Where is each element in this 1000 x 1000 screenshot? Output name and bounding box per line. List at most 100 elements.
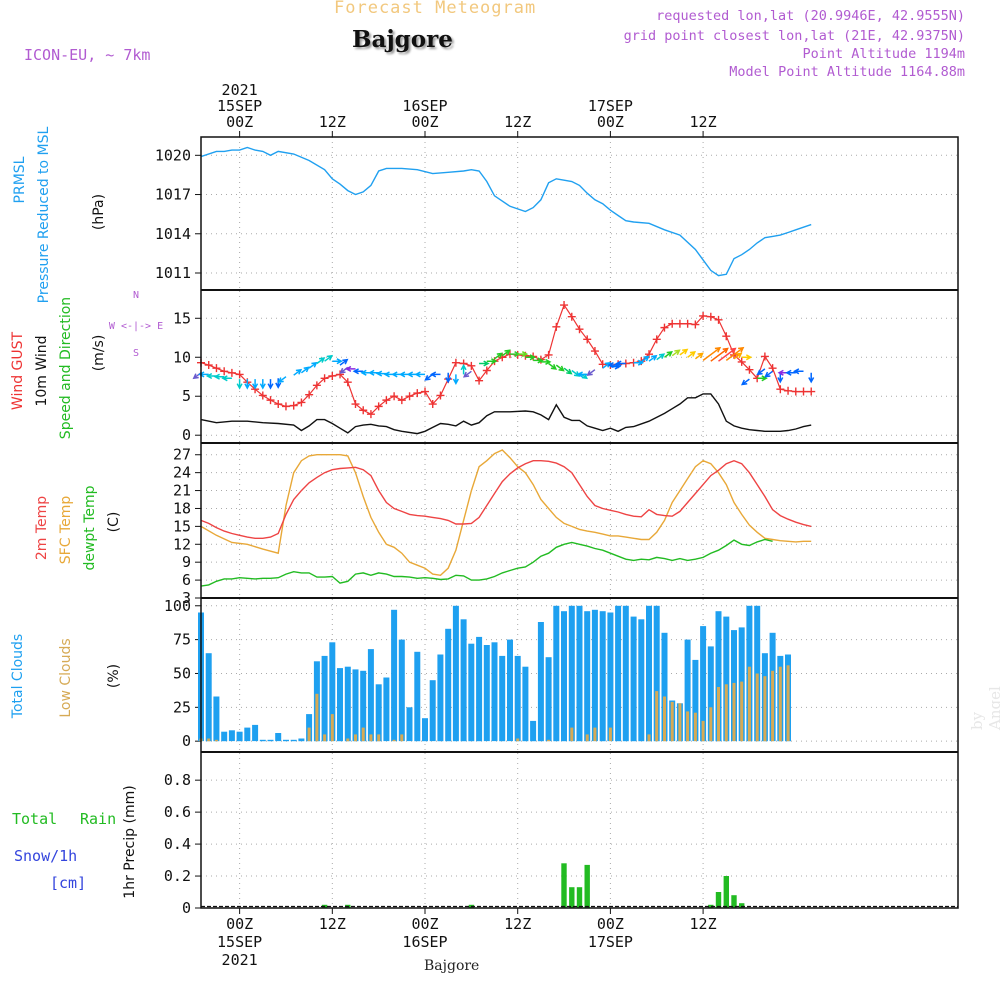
wind-direction-arrow [244, 379, 251, 390]
total-cloud-bar [360, 670, 367, 742]
wind-gust-marker [405, 392, 414, 401]
chart-title: Forecast Meteogram [334, 0, 537, 18]
low-cloud-bar [732, 682, 736, 742]
wind-direction-arrow [757, 375, 768, 382]
wind-direction-arrow [548, 362, 558, 370]
wind-direction-arrow [339, 358, 349, 366]
temp-unit: (C) [106, 512, 122, 533]
point-altitude: Point Altitude 1194m [802, 46, 965, 62]
wind-gust-marker [212, 364, 221, 373]
precip-ytick-label: 0.8 [164, 771, 191, 789]
rain-label-2: Rain [80, 810, 116, 828]
top-time-label: 00Z [226, 113, 253, 131]
wind-gust-marker [343, 378, 352, 387]
wind-direction-arrow [702, 346, 722, 361]
wind-direction-arrow [725, 346, 745, 361]
wind-direction-arrow [671, 349, 681, 357]
low-cloud-bar [686, 711, 690, 742]
wind-gust-marker [567, 312, 576, 321]
total-cloud-bar [445, 628, 452, 742]
dewpt-label: dewpt Temp [82, 485, 98, 570]
bottom-time-label: 16SEP [402, 933, 447, 951]
total-cloud-bar [337, 668, 343, 742]
pressure-label-1: PRMSL [12, 156, 28, 203]
total-cloud-bar [275, 733, 282, 742]
total-cloud-bar [414, 651, 421, 742]
low-cloud-bar [747, 666, 751, 742]
total-cloud-bar [422, 718, 428, 742]
total-cloud-bar [661, 632, 668, 742]
total-cloud-bar [367, 649, 374, 742]
total-cloud-bar [692, 659, 699, 742]
wind-direction-arrow [555, 364, 565, 372]
wind-gust-marker [552, 322, 561, 331]
dewpt-temp-line [200, 538, 773, 587]
wind-direction-arrow [293, 368, 303, 376]
gust-label: Wind GUST [10, 331, 26, 410]
low-cloud-bar [709, 707, 713, 742]
top-time-label: 12Z [319, 113, 346, 131]
wind-gust-marker [359, 406, 368, 415]
total-cloud-bar [576, 605, 583, 742]
clouds-ytick-label: 100 [164, 597, 191, 615]
total-cloud-bar [491, 642, 498, 742]
total-cloud-bar [723, 616, 730, 742]
total-cloud-bar [321, 655, 328, 742]
low-cloud-bar [655, 691, 659, 742]
wind-gust-marker [351, 400, 360, 409]
wind-direction-arrow [479, 360, 490, 367]
wind-direction-arrow [316, 357, 326, 365]
wind-gust-marker [258, 391, 267, 400]
total-cloud-bar [213, 696, 220, 742]
low-cloud-bar [392, 739, 396, 742]
temp-ytick-label: 18 [173, 499, 191, 517]
clouds-ytick-label: 50 [173, 664, 191, 682]
top-time-label: 17SEP [588, 97, 633, 115]
t2m-temp-line [200, 459, 812, 539]
total-cloud-bar [468, 643, 475, 742]
pressure-ytick-label: 1020 [155, 146, 191, 164]
total-cloud-bar [259, 739, 266, 742]
total-cloud-bar [383, 677, 390, 742]
clouds-unit: (%) [106, 664, 122, 688]
rain-bar [739, 903, 745, 908]
total-cloud-bar [630, 616, 637, 742]
total-cloud-bar [290, 739, 297, 742]
low-cloud-bar [724, 684, 728, 742]
wind-gust-marker [737, 357, 746, 366]
wind-gust-marker [745, 365, 754, 374]
wind-direction-arrow [221, 375, 232, 382]
wind-gust-marker [699, 311, 708, 320]
wind-direction-arrow [792, 368, 804, 375]
model-point-altitude: Model Point Altitude 1164.88m [729, 64, 965, 80]
precip-unit: 1hr Precip (mm) [122, 785, 138, 898]
wind-direction-arrow [414, 371, 425, 378]
footer-location: Bajgore [424, 958, 480, 974]
wind-gust-marker [467, 361, 476, 370]
wind-gust-marker [227, 368, 236, 377]
wind-direction-arrow [368, 369, 379, 376]
low-cloud-bar [377, 734, 381, 742]
temp-ytick-label: 9 [182, 553, 191, 571]
total-cloud-bar [391, 609, 398, 742]
total-cloud-bar [228, 730, 235, 742]
wind-direction-arrow [740, 378, 750, 386]
low-cloud-bar [361, 727, 365, 742]
rain-bar [708, 904, 714, 908]
top-time-label: 2021 [222, 81, 258, 99]
low-cloud-bar [678, 703, 682, 742]
low-cloud-bar [771, 670, 775, 742]
wind-label: 10m Wind [34, 335, 50, 406]
rain-bar [715, 892, 722, 908]
wind-direction-arrow [756, 368, 766, 376]
wind-gust-marker [413, 389, 422, 398]
top-time-label: 12Z [690, 113, 717, 131]
wind-direction-arrow [687, 350, 697, 358]
plot-frame [200, 136, 959, 909]
pressure-ytick-label: 1017 [155, 186, 191, 204]
wind-gust-marker [706, 312, 715, 321]
compass-west-east: W <-|-> E [109, 321, 163, 332]
wind-gust-marker [328, 371, 337, 380]
low-cloud-bar [647, 734, 651, 742]
